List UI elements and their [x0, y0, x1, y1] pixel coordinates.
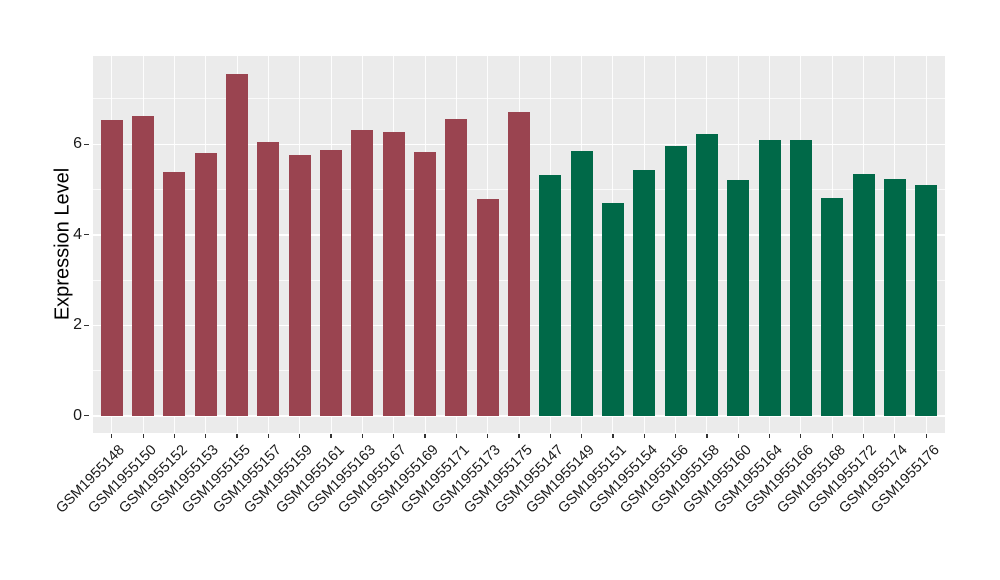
x-axis-tick-mark — [236, 434, 238, 438]
x-axis-tick-mark — [361, 434, 363, 438]
bar-GSM1955157 — [257, 141, 280, 416]
bar-GSM1955148 — [100, 120, 123, 416]
x-axis-tick-mark — [424, 434, 426, 438]
bar-GSM1955166 — [789, 140, 812, 416]
y-axis-tick-label: 2 — [73, 316, 82, 334]
x-axis-tick-mark — [706, 434, 708, 438]
bar-GSM1955168 — [821, 197, 844, 416]
x-axis-tick-mark — [111, 434, 113, 438]
y-axis-tick-mark — [84, 234, 89, 236]
bar-GSM1955151 — [601, 202, 624, 416]
x-axis-tick-mark — [518, 434, 520, 438]
bar-GSM1955161 — [320, 150, 343, 416]
bar-GSM1955175 — [508, 112, 530, 416]
x-axis-tick-mark — [393, 434, 395, 438]
bar-GSM1955158 — [695, 133, 718, 416]
bar-GSM1955155 — [226, 73, 249, 416]
bar-GSM1955173 — [476, 199, 499, 416]
x-axis-tick-mark — [299, 434, 301, 438]
x-axis-tick-mark — [800, 434, 802, 438]
bar-GSM1955159 — [288, 155, 311, 416]
bar-GSM1955149 — [570, 151, 593, 416]
x-axis-tick-mark — [142, 434, 144, 438]
y-axis-tick-mark — [84, 324, 89, 326]
x-axis-tick-mark — [675, 434, 677, 438]
x-axis-tick-mark — [581, 434, 583, 438]
bar-GSM1955163 — [351, 129, 374, 416]
x-axis-tick-mark — [267, 434, 269, 438]
x-axis-tick-mark — [894, 434, 896, 438]
bar-GSM1955167 — [382, 132, 405, 416]
x-axis-tick-mark — [831, 434, 833, 438]
y-axis-tick-mark — [84, 143, 89, 145]
bar-GSM1955176 — [915, 184, 938, 416]
x-axis-tick-mark — [455, 434, 457, 438]
y-axis-tick-label: 6 — [73, 135, 82, 153]
plot-panel — [93, 56, 945, 433]
y-axis-tick-mark — [84, 415, 89, 417]
x-axis-tick-mark — [862, 434, 865, 438]
bar-GSM1955171 — [445, 119, 468, 416]
x-axis-tick-mark — [612, 434, 614, 438]
bar-GSM1955160 — [727, 180, 750, 416]
bar-GSM1955153 — [194, 153, 217, 416]
x-axis-tick-mark — [768, 434, 771, 438]
x-axis-tick-mark — [173, 434, 176, 438]
y-axis-tick-label: 0 — [73, 406, 82, 424]
x-axis-tick-mark — [487, 434, 489, 438]
y-axis-tick-label: 4 — [73, 225, 82, 243]
x-axis-tick-mark — [925, 434, 927, 438]
bar-GSM1955154 — [633, 169, 656, 416]
bar-GSM1955172 — [852, 174, 875, 416]
y-axis-title: Expression Level — [51, 167, 74, 321]
bar-GSM1955156 — [664, 146, 687, 416]
bar-GSM1955150 — [132, 116, 155, 416]
x-axis-tick-mark — [737, 434, 739, 438]
x-axis-tick-mark — [205, 434, 207, 438]
x-axis-tick-mark — [330, 434, 332, 438]
x-axis-tick-mark — [643, 434, 645, 438]
bar-GSM1955174 — [883, 179, 906, 416]
bar-GSM1955147 — [539, 175, 562, 416]
bar-GSM1955164 — [758, 139, 781, 416]
x-axis-tick-mark — [549, 434, 551, 438]
bar-GSM1955152 — [163, 172, 186, 416]
bar-GSM1955169 — [414, 152, 437, 416]
